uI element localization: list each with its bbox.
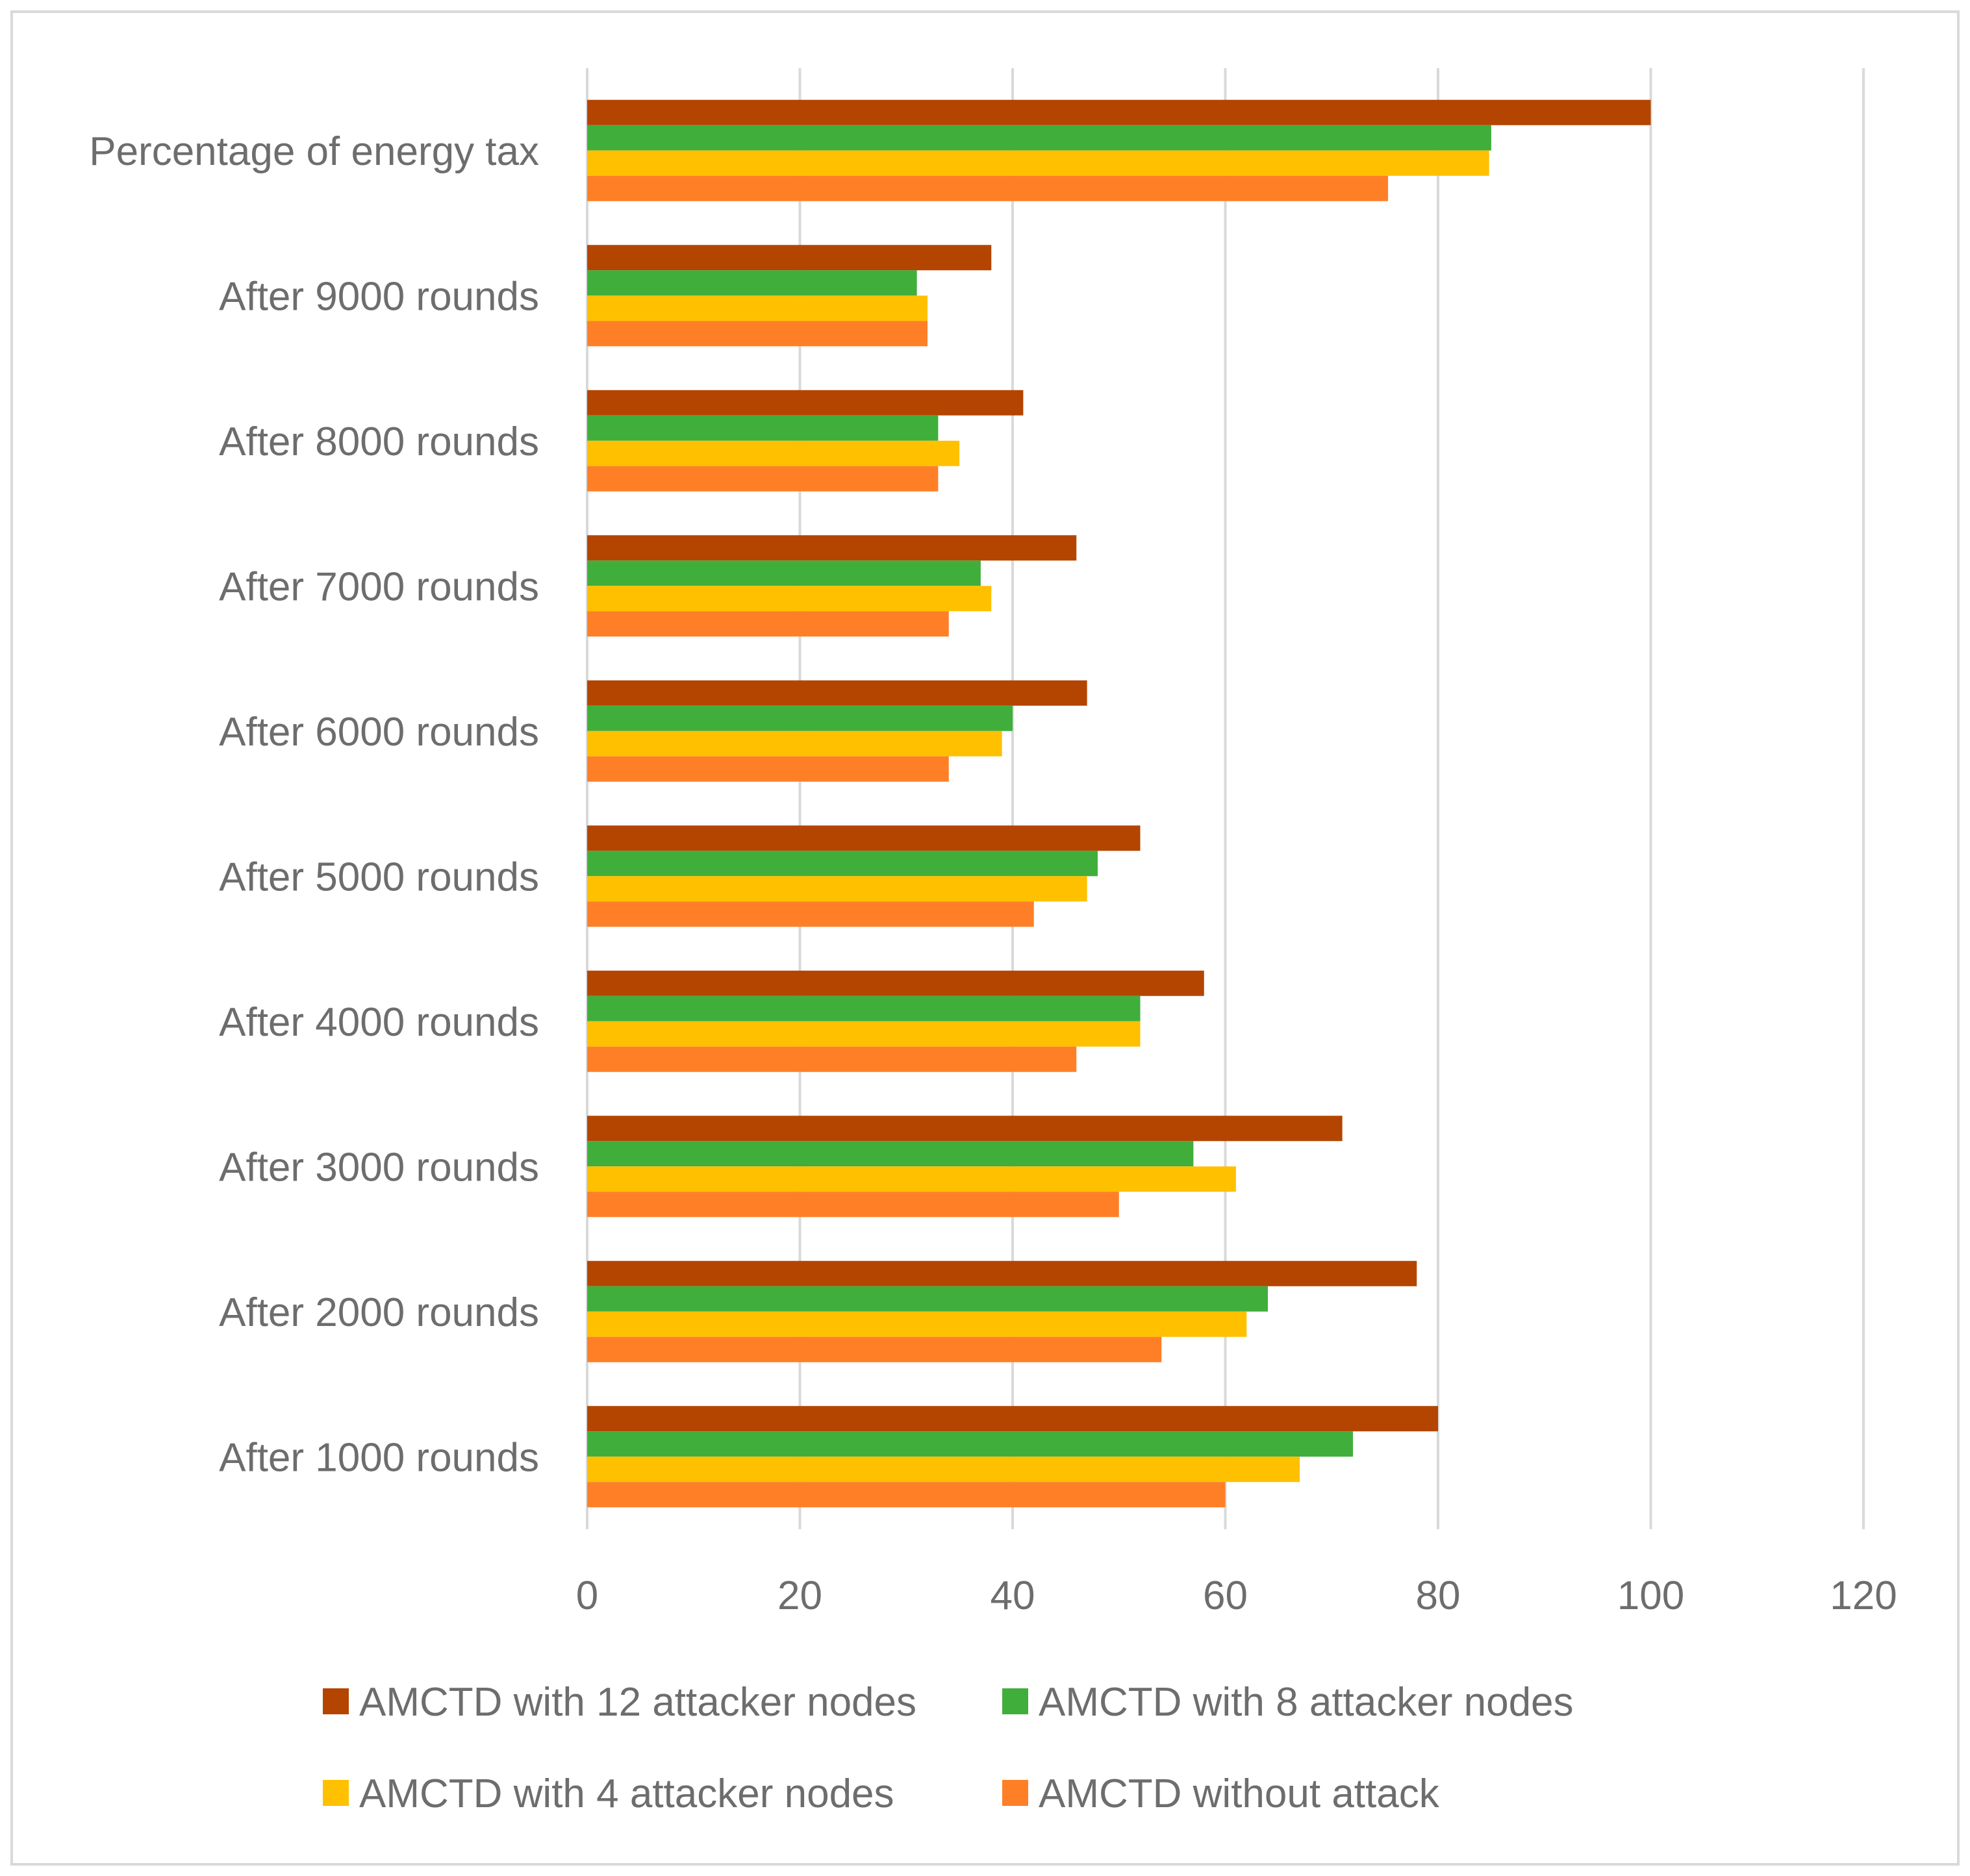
legend-swatch	[323, 1688, 349, 1714]
bar-1-2	[587, 1260, 1417, 1286]
bar-2-1	[587, 1431, 1353, 1457]
category-label: After 1000 rounds	[219, 1435, 539, 1480]
bar-1-8	[587, 390, 1024, 416]
value-axis: 0 20 40 60 80 100 120	[576, 1573, 1897, 1618]
bar-4-2	[587, 1336, 1162, 1362]
bar-3-1	[587, 1457, 1300, 1482]
category-axis: After 1000 rounds After 2000 rounds After …	[89, 129, 539, 1481]
bar-3-7	[587, 586, 992, 612]
bar-3-5	[587, 876, 1087, 902]
bar-3-4	[587, 1021, 1141, 1047]
bar-3-2	[587, 1311, 1247, 1337]
bar-2-9	[587, 270, 917, 296]
category-label: After 8000 rounds	[219, 419, 539, 464]
x-tick-label: 120	[1830, 1573, 1897, 1618]
bar-4-9	[587, 321, 928, 347]
legend-label: AMCTD with 4 attacker nodes	[359, 1771, 894, 1816]
bar-1-7	[587, 535, 1077, 561]
bar-2-5	[587, 851, 1098, 877]
bar-2-10	[587, 125, 1491, 151]
bar-1-9	[587, 245, 992, 271]
legend-label: AMCTD without attack	[1039, 1771, 1440, 1816]
x-tick-label: 100	[1617, 1573, 1684, 1618]
bar-1-1	[587, 1406, 1438, 1432]
bar-4-1	[587, 1482, 1226, 1508]
x-tick-label: 40	[991, 1573, 1035, 1618]
legend: AMCTD with 12 attacker nodes AMCTD with 8…	[323, 1680, 1574, 1816]
category-label: After 7000 rounds	[219, 564, 539, 609]
bar-2-3	[587, 1141, 1194, 1167]
bar-3-9	[587, 295, 928, 321]
bar-1-5	[587, 825, 1141, 851]
category-label: After 5000 rounds	[219, 855, 539, 899]
legend-swatch	[1002, 1780, 1028, 1806]
bar-2-8	[587, 415, 939, 441]
bar-2-2	[587, 1286, 1268, 1312]
bar-4-4	[587, 1046, 1077, 1072]
bar-4-5	[587, 901, 1034, 927]
category-label: After 2000 rounds	[219, 1290, 539, 1335]
bar-3-3	[587, 1166, 1236, 1192]
category-label: After 3000 rounds	[219, 1145, 539, 1190]
bar-3-8	[587, 440, 960, 466]
bar-4-6	[587, 756, 949, 782]
bar-4-3	[587, 1192, 1119, 1218]
bar-1-3	[587, 1116, 1343, 1142]
bar-2-4	[587, 995, 1141, 1021]
bar-1-10	[587, 99, 1651, 125]
category-label: After 9000 rounds	[219, 274, 539, 319]
x-tick-label: 80	[1416, 1573, 1461, 1618]
bar-4-7	[587, 611, 949, 637]
x-tick-label: 20	[777, 1573, 822, 1618]
legend-swatch	[323, 1780, 349, 1806]
bar-1-6	[587, 680, 1087, 706]
category-label: Percentage of energy tax	[89, 129, 539, 174]
chart-border	[10, 10, 1960, 1866]
bar-4-8	[587, 466, 939, 492]
bar-2-6	[587, 705, 1013, 731]
x-tick-label: 0	[576, 1573, 598, 1618]
bar-2-7	[587, 560, 981, 586]
legend-swatch	[1002, 1688, 1028, 1714]
legend-label: AMCTD with 12 attacker nodes	[359, 1680, 916, 1725]
legend-label: AMCTD with 8 attacker nodes	[1039, 1680, 1574, 1725]
x-tick-label: 60	[1203, 1573, 1248, 1618]
category-label: After 4000 rounds	[219, 1000, 539, 1045]
bar-3-10	[587, 150, 1489, 176]
category-label: After 6000 rounds	[219, 710, 539, 755]
bars	[587, 99, 1651, 1508]
bar-4-10	[587, 175, 1389, 201]
bar-1-4	[587, 970, 1204, 996]
bar-3-6	[587, 731, 1002, 757]
